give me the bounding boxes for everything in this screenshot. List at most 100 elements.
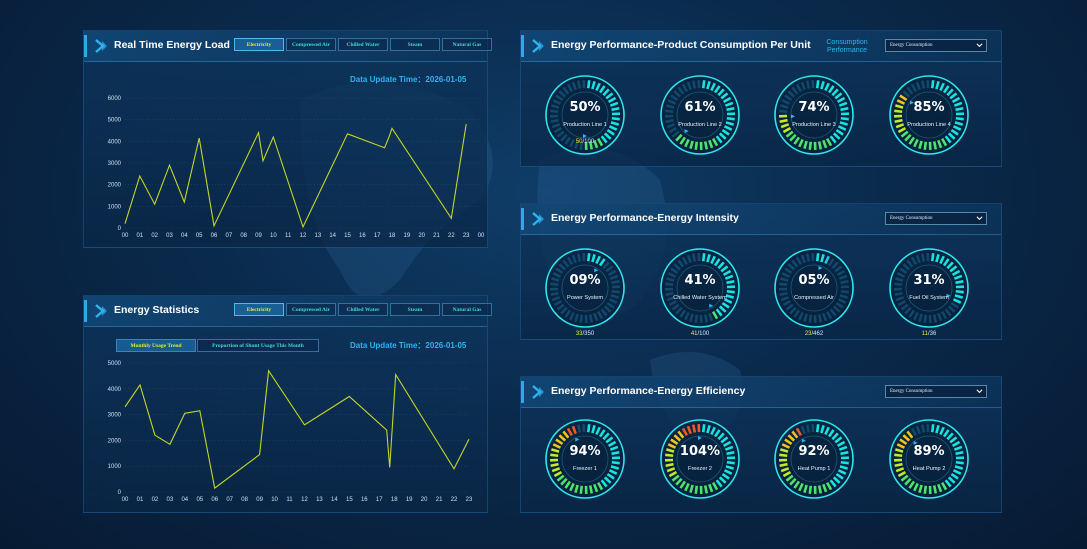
gauge-tick <box>608 125 618 131</box>
x-tick-label: 06 <box>211 497 218 503</box>
gauge-tick <box>677 86 685 95</box>
gauge-tick <box>558 434 567 442</box>
gauge-value-current: 50 <box>575 139 583 145</box>
gauge-tick <box>779 453 788 458</box>
tab-compressed-air[interactable]: Compressed Air <box>286 38 336 51</box>
gauge-tick <box>787 263 796 271</box>
subtab-shunt-proportion[interactable]: Proportion of Shunt Usage This Month <box>197 339 319 352</box>
energy-consumption-select[interactable]: Energy Consumption <box>885 212 987 225</box>
series-line <box>124 369 470 490</box>
gauge-ring <box>889 419 969 499</box>
energy-consumption-select[interactable]: Energy Consumption <box>885 39 987 52</box>
gauge-tick <box>834 92 843 100</box>
gauge-tick <box>839 294 849 299</box>
gauge-tick <box>915 254 921 264</box>
gauge-tick <box>835 128 844 136</box>
gauge-tick <box>665 462 674 468</box>
x-tick-label: 14 <box>331 497 338 503</box>
subtab-monthly-usage-trend[interactable]: Monthly Usage Trend <box>116 339 196 352</box>
energy-consumption-select[interactable]: Energy Consumption <box>885 385 987 398</box>
x-tick-label: 21 <box>433 233 440 239</box>
gauge-tick <box>668 127 678 134</box>
gauge-tick <box>715 135 723 144</box>
gauge-pointer-icon <box>946 293 951 298</box>
gauge-tick <box>784 267 793 275</box>
gauge-tick <box>569 482 575 492</box>
tab-steam[interactable]: Steam <box>390 303 440 316</box>
x-tick-label: 15 <box>344 233 351 239</box>
gauge-tick <box>779 291 788 297</box>
tab-electricity[interactable]: Electricity <box>234 303 284 316</box>
gauge-tick <box>597 310 604 320</box>
gauge-tick <box>691 80 697 89</box>
gauge-tick <box>553 300 563 307</box>
gauge-tick <box>920 253 926 262</box>
gauge-percent: 85% <box>913 100 945 115</box>
y-tick-label: 2000 <box>108 183 122 189</box>
chevron-right-icon <box>95 304 107 318</box>
series-line <box>124 123 467 229</box>
gauge-tick <box>720 265 729 273</box>
tab-steam[interactable]: Steam <box>390 38 440 51</box>
gauge-tick <box>720 92 729 100</box>
select-value: Energy Consumption <box>890 216 933 221</box>
x-tick-label: 23 <box>463 233 470 239</box>
gauge-tick <box>598 258 606 267</box>
gauge-tick <box>894 453 903 458</box>
gauge-tick <box>896 272 906 278</box>
x-tick-label: 01 <box>137 497 144 503</box>
gauge-tick <box>822 483 828 493</box>
gauge-tick <box>551 296 561 302</box>
tab-natural-gas[interactable]: Natural Gas <box>442 38 492 51</box>
gauge-tick <box>681 83 688 93</box>
gauge-tick <box>665 109 674 114</box>
tab-chilled-water[interactable]: Chilled Water <box>338 38 388 51</box>
gauge-tick <box>608 298 618 304</box>
gauge-tick <box>555 267 564 275</box>
gauge-tick <box>593 312 599 322</box>
perf-intensity-panel: Energy Performance-Energy Intensity Ener… <box>520 203 1002 340</box>
gauge-tick <box>708 483 714 493</box>
gauge-tick <box>779 282 788 287</box>
gauge-tick <box>944 135 952 144</box>
gauge-tick <box>686 254 692 264</box>
gauge-tick <box>952 469 962 475</box>
x-tick-label: 03 <box>166 233 173 239</box>
gauge: 61% Production Line 2 <box>658 73 742 157</box>
select-value: Energy Consumption <box>890 389 933 394</box>
tab-compressed-air[interactable]: Compressed Air <box>286 303 336 316</box>
x-tick-label: 20 <box>418 233 425 239</box>
gauge: 89% Heat Pump 2 <box>887 417 971 501</box>
gauge-tick <box>602 261 610 270</box>
chevron-right-icon <box>532 39 544 53</box>
gauge-tick <box>701 80 706 89</box>
gauge-tick <box>552 272 562 278</box>
gauge-tick <box>840 460 849 465</box>
gauge-tick <box>588 485 594 494</box>
gauge-tick <box>726 450 735 456</box>
x-tick-label: 19 <box>406 497 413 503</box>
gauge-tick <box>918 484 923 494</box>
gauge-tick <box>824 82 830 92</box>
gauge-tick <box>923 141 928 150</box>
gauge-tick <box>932 314 938 323</box>
gauge-tick <box>785 474 794 482</box>
gauge-tick <box>908 136 916 145</box>
gauge-tick <box>694 314 699 323</box>
header-accent-bar <box>521 208 524 230</box>
gauge-value: 33/350 <box>543 331 627 337</box>
realtime-update-time: Data Update Time：2026-01-05 <box>350 75 467 84</box>
x-tick-label: 10 <box>271 497 278 503</box>
gauge-label: Compressed Air <box>794 295 834 301</box>
tab-chilled-water[interactable]: Chilled Water <box>338 303 388 316</box>
gauge-tick <box>566 83 573 93</box>
gauge-tick <box>808 314 813 323</box>
gauge-tick <box>611 460 620 465</box>
x-tick-label: 19 <box>403 233 410 239</box>
gauge-tick <box>571 81 577 91</box>
y-tick-label: 5000 <box>108 118 122 124</box>
gauge-tick <box>701 424 706 433</box>
gauge-tick <box>684 482 690 492</box>
tab-natural-gas[interactable]: Natural Gas <box>442 303 492 316</box>
tab-electricity[interactable]: Electricity <box>234 38 284 51</box>
